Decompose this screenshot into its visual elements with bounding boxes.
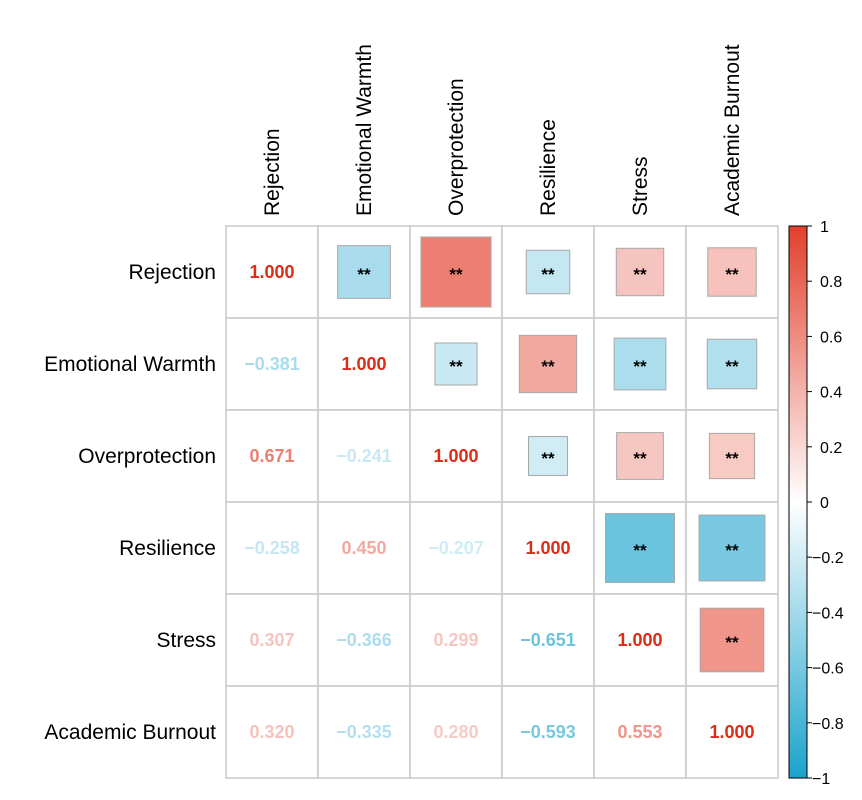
correlation-value-label: 0.280 bbox=[433, 722, 478, 742]
matrix-cell bbox=[409, 317, 503, 411]
correlation-value-label: 1.000 bbox=[433, 446, 478, 466]
correlation-value-label: −0.593 bbox=[520, 722, 576, 742]
significance-mark: ** bbox=[357, 265, 371, 284]
significance-mark: ** bbox=[725, 541, 739, 560]
colorbar-tick-label: −0.6 bbox=[812, 661, 844, 678]
correlation-value-label: 1.000 bbox=[249, 262, 294, 282]
correlation-value-label: −0.207 bbox=[428, 538, 484, 558]
matrix-cell bbox=[593, 685, 687, 779]
matrix-cell bbox=[225, 501, 319, 595]
correlation-value-label: 0.320 bbox=[249, 722, 294, 742]
correlation-square bbox=[699, 607, 765, 673]
column-label: Rejection bbox=[261, 128, 284, 216]
colorbar-gradient bbox=[788, 225, 808, 779]
significance-mark: ** bbox=[541, 357, 555, 376]
row-label: Stress bbox=[156, 629, 216, 652]
column-label: Emotional Warmth bbox=[353, 44, 376, 216]
significance-mark: ** bbox=[541, 265, 555, 284]
correlation-square bbox=[528, 436, 568, 476]
significance-mark: ** bbox=[633, 449, 647, 468]
matrix-cell bbox=[225, 685, 319, 779]
significance-mark: ** bbox=[725, 357, 739, 376]
colorbar-tick-label: 0 bbox=[820, 495, 829, 512]
matrix-cell bbox=[225, 317, 319, 411]
colorbar-tick-label: 1 bbox=[820, 219, 829, 236]
correlation-value-label: 1.000 bbox=[525, 538, 570, 558]
matrix-cell bbox=[225, 225, 319, 319]
correlation-square bbox=[707, 247, 757, 297]
correlation-value-label: −0.258 bbox=[244, 538, 300, 558]
correlation-square bbox=[613, 337, 667, 391]
correlation-square bbox=[615, 247, 665, 297]
correlation-value-label: 0.450 bbox=[341, 538, 386, 558]
significance-mark: ** bbox=[633, 357, 647, 376]
correlation-square bbox=[434, 342, 478, 386]
matrix-grid: 1.000 ** ** ** ** ** −0.381 1.000 ** ** ** ** 0.671 −… bbox=[225, 225, 779, 779]
column-label: Overprotection bbox=[445, 78, 468, 216]
correlation-value-label: 1.000 bbox=[617, 630, 662, 650]
significance-mark: ** bbox=[633, 541, 647, 560]
correlation-square bbox=[420, 236, 492, 308]
matrix-cell bbox=[501, 593, 595, 687]
column-label: Resilience bbox=[537, 119, 560, 216]
row-label: Emotional Warmth bbox=[44, 353, 216, 376]
row-label: Resilience bbox=[119, 537, 216, 560]
column-label: Stress bbox=[629, 156, 652, 216]
matrix-cell bbox=[317, 593, 411, 687]
significance-mark: ** bbox=[725, 265, 739, 284]
colorbar-tick-label: 0.6 bbox=[820, 329, 842, 346]
row-label: Overprotection bbox=[78, 445, 216, 468]
correlation-value-label: −0.335 bbox=[336, 722, 392, 742]
colorbar-legend: 1 0.8 0.6 0.4 0.2 0 −0.2 −0.4 −0.6 −0.8 −1 bbox=[788, 219, 844, 788]
correlation-square bbox=[525, 249, 571, 295]
correlation-square bbox=[616, 432, 664, 480]
correlation-square bbox=[518, 334, 578, 394]
matrix-cell bbox=[225, 409, 319, 503]
correlation-value-label: 0.299 bbox=[433, 630, 478, 650]
correlation-square bbox=[337, 245, 391, 299]
matrix-cell bbox=[593, 225, 687, 319]
matrix-cell bbox=[317, 685, 411, 779]
significance-mark: ** bbox=[449, 265, 463, 284]
correlation-square bbox=[708, 432, 756, 480]
colorbar-tick-label: 0.2 bbox=[820, 440, 842, 457]
colorbar-tick-label: −0.8 bbox=[812, 716, 844, 733]
significance-mark: ** bbox=[541, 449, 555, 468]
correlation-square bbox=[698, 514, 766, 582]
correlation-value-label: 0.671 bbox=[249, 446, 294, 466]
colorbar-tick-label: −1 bbox=[812, 771, 830, 788]
matrix-cell bbox=[501, 685, 595, 779]
row-labels: Rejection Emotional Warmth Overprotection R… bbox=[44, 261, 216, 744]
column-labels: Rejection Emotional Warmth Overprotection R… bbox=[261, 44, 744, 216]
correlation-value-label: 1.000 bbox=[341, 354, 386, 374]
correlation-value-label: −0.651 bbox=[520, 630, 576, 650]
correlation-value-label: 1.000 bbox=[709, 722, 754, 742]
significance-mark: ** bbox=[449, 357, 463, 376]
correlation-value-label: −0.366 bbox=[336, 630, 392, 650]
colorbar-tick-label: −0.2 bbox=[812, 550, 844, 567]
column-label: Academic Burnout bbox=[721, 44, 744, 216]
matrix-cell bbox=[409, 685, 503, 779]
matrix-cell bbox=[685, 685, 779, 779]
matrix-cell bbox=[317, 409, 411, 503]
correlation-value-label: −0.381 bbox=[244, 354, 300, 374]
correlation-value-label: 0.553 bbox=[617, 722, 662, 742]
colorbar-tick-label: −0.4 bbox=[812, 605, 844, 622]
colorbar-tick-label: 0.8 bbox=[820, 274, 842, 291]
correlation-square bbox=[706, 338, 758, 390]
correlation-square bbox=[604, 512, 676, 584]
matrix-cell bbox=[593, 593, 687, 687]
correlation-value-label: −0.241 bbox=[336, 446, 392, 466]
significance-mark: ** bbox=[633, 265, 647, 284]
row-label: Rejection bbox=[128, 261, 216, 284]
significance-mark: ** bbox=[725, 633, 739, 652]
matrix-cell bbox=[225, 593, 319, 687]
colorbar-tick-label: 0.4 bbox=[820, 385, 842, 402]
row-label: Academic Burnout bbox=[44, 721, 216, 744]
correlation-value-label: 0.307 bbox=[249, 630, 294, 650]
significance-mark: ** bbox=[725, 449, 739, 468]
